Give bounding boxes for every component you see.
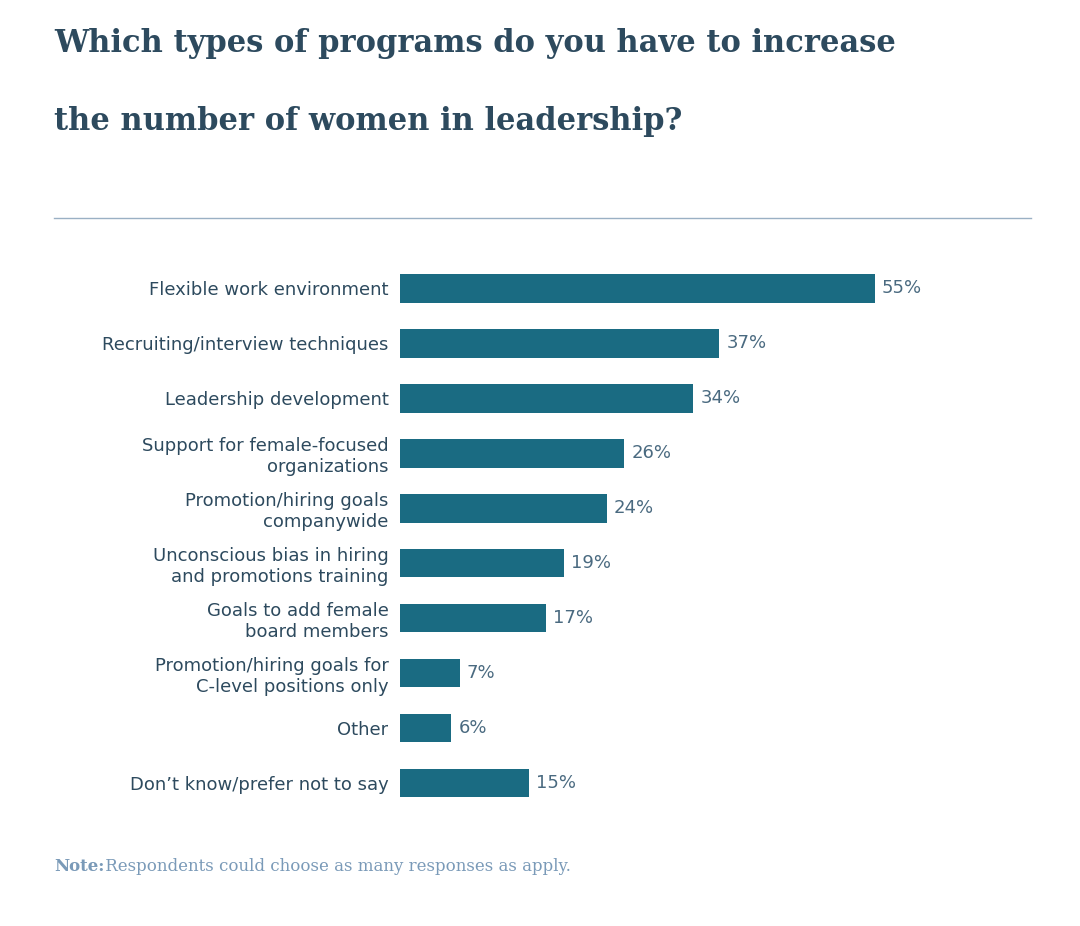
- Text: 26%: 26%: [631, 444, 671, 462]
- Text: 24%: 24%: [613, 499, 654, 518]
- Bar: [400, 329, 719, 357]
- Text: Note:: Note:: [54, 858, 105, 875]
- Bar: [400, 494, 607, 522]
- Text: 17%: 17%: [553, 609, 593, 627]
- Text: 19%: 19%: [570, 554, 610, 572]
- Text: 37%: 37%: [726, 334, 767, 353]
- Bar: [400, 658, 460, 687]
- Text: 6%: 6%: [458, 719, 487, 737]
- Bar: [400, 439, 624, 468]
- Bar: [400, 274, 875, 303]
- Text: Respondents could choose as many responses as apply.: Respondents could choose as many respons…: [100, 858, 571, 875]
- Text: the number of women in leadership?: the number of women in leadership?: [54, 106, 683, 137]
- Bar: [400, 714, 451, 743]
- Bar: [400, 549, 564, 578]
- Text: Which types of programs do you have to increase: Which types of programs do you have to i…: [54, 28, 896, 58]
- Text: 55%: 55%: [881, 280, 922, 297]
- Bar: [400, 384, 693, 413]
- Text: 15%: 15%: [536, 774, 576, 792]
- Text: 34%: 34%: [700, 389, 741, 407]
- Bar: [400, 604, 546, 632]
- Text: 7%: 7%: [467, 664, 496, 682]
- Bar: [400, 769, 529, 797]
